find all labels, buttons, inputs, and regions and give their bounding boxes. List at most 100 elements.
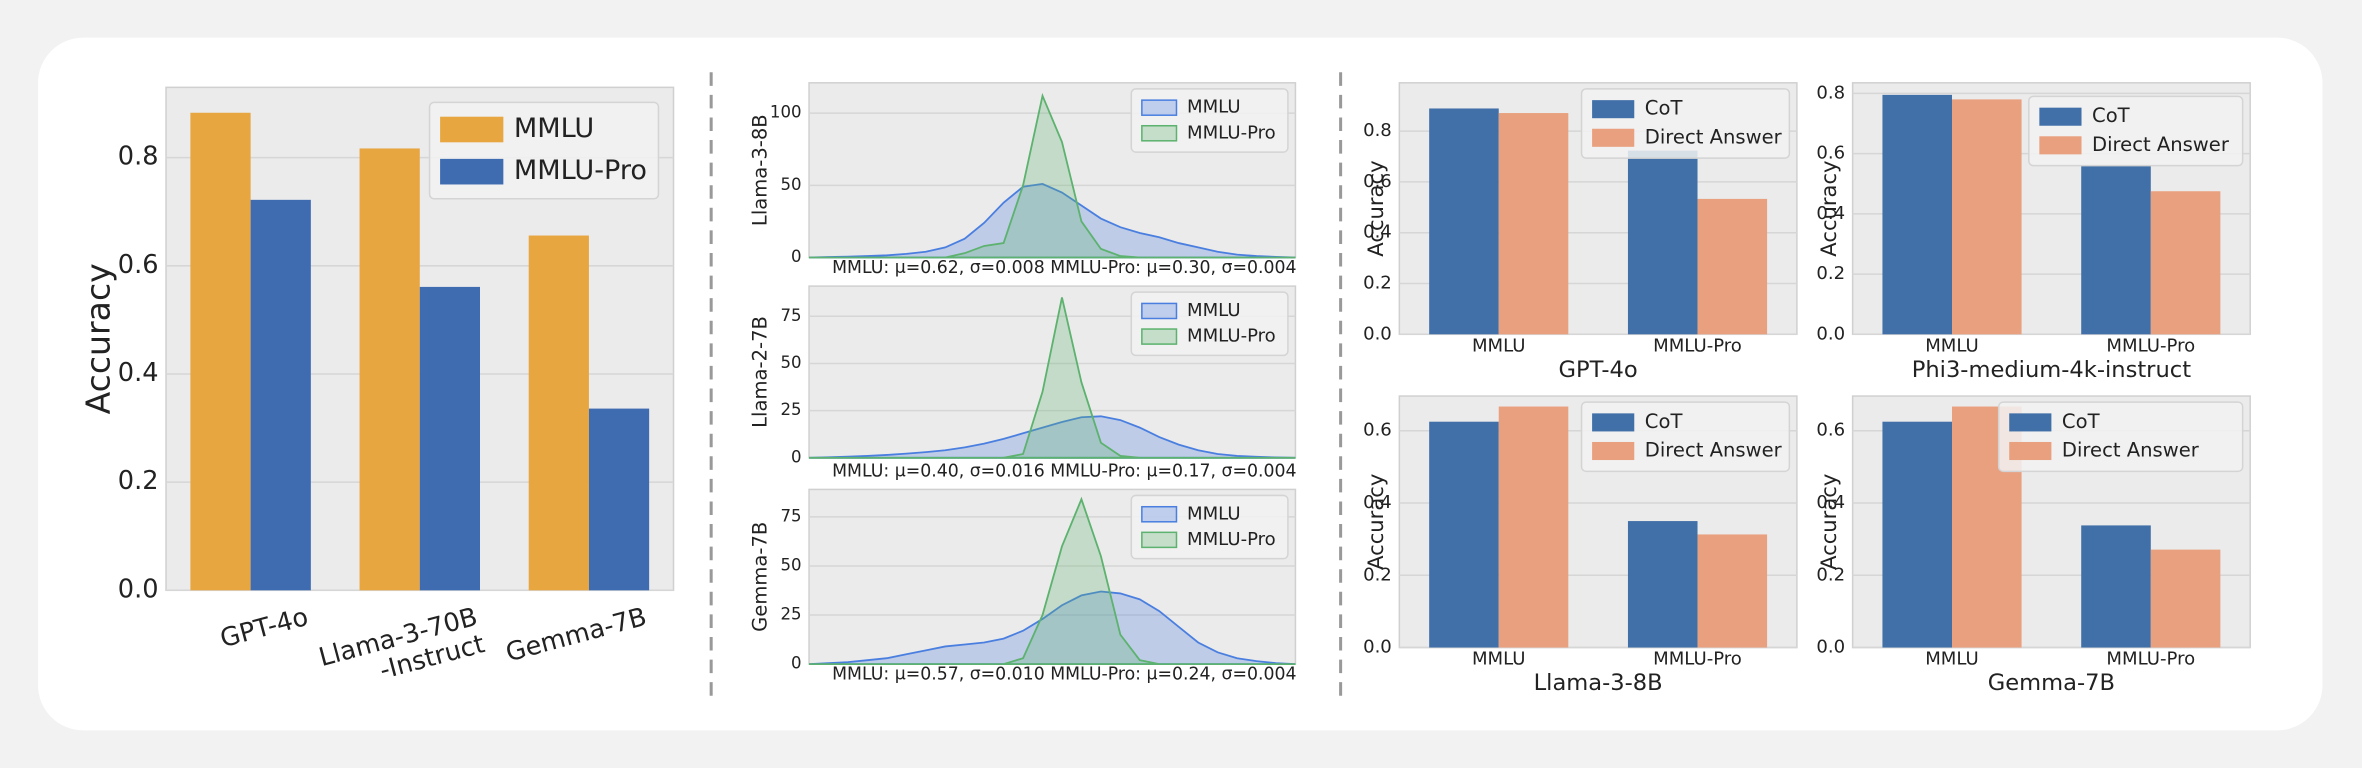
density-area bbox=[809, 415, 1296, 459]
x-tick-label: MMLU bbox=[1472, 335, 1526, 356]
bar bbox=[419, 286, 480, 591]
y-tick-label: 50 bbox=[780, 555, 801, 574]
y-tick-label: 0.4 bbox=[1816, 492, 1845, 513]
legend-label: MMLU bbox=[1187, 97, 1241, 118]
legend-box bbox=[1130, 494, 1289, 560]
bar bbox=[359, 148, 420, 591]
bar bbox=[1627, 150, 1698, 335]
annotation: MMLU: μ=0.57, σ=0.010 MMLU-Pro: μ=0.24, … bbox=[832, 665, 1296, 685]
legend-label: CoT bbox=[1645, 410, 1683, 433]
legend-swatch bbox=[2009, 441, 2052, 461]
legend-label: Direct Answer bbox=[1645, 439, 1783, 462]
legend-swatch bbox=[1141, 99, 1178, 116]
bar bbox=[2150, 549, 2221, 648]
density-area bbox=[809, 182, 1296, 259]
legend-swatch bbox=[2039, 136, 2082, 155]
y-axis-label: Llama-3-8B bbox=[748, 114, 771, 226]
x-tick-label: MMLU bbox=[1472, 649, 1526, 670]
legend-label: MMLU-Pro bbox=[514, 155, 647, 186]
x-axis-label: Phi3-medium-4k-instruct bbox=[1912, 357, 2191, 383]
legend-label: Direct Answer bbox=[2062, 439, 2200, 462]
legend-label: Direct Answer bbox=[1645, 125, 1783, 148]
bar bbox=[1498, 406, 1569, 648]
x-tick-label: MMLU-Pro bbox=[1653, 335, 1742, 356]
bar bbox=[1697, 198, 1768, 335]
legend-swatch bbox=[1141, 505, 1178, 523]
legend-label: MMLU bbox=[514, 113, 594, 144]
bar bbox=[1697, 534, 1768, 648]
legend-swatch bbox=[1141, 302, 1178, 320]
density-area bbox=[809, 297, 1296, 459]
y-tick-label: 25 bbox=[780, 605, 801, 624]
legend-swatch bbox=[2009, 413, 2052, 432]
y-tick-label: 0.4 bbox=[1816, 203, 1845, 224]
y-tick-label: 0 bbox=[791, 654, 802, 673]
bar bbox=[1882, 421, 1953, 648]
y-axis-label: Accuracy bbox=[1363, 160, 1388, 256]
y-axis-label: Accuracy bbox=[78, 263, 117, 414]
y-tick-label: 0.6 bbox=[1816, 420, 1845, 441]
y-tick-label: 50 bbox=[780, 353, 801, 372]
y-tick-label: 0.8 bbox=[1363, 120, 1392, 141]
bar bbox=[1429, 108, 1499, 335]
y-tick-label: 0.8 bbox=[118, 142, 159, 172]
y-tick-label: 0.4 bbox=[1363, 492, 1392, 513]
y-tick-label: 0.0 bbox=[1816, 637, 1845, 658]
x-axis-label: GPT-4o bbox=[1559, 357, 1638, 383]
legend-label: Direct Answer bbox=[2092, 133, 2230, 156]
legend-label: MMLU-Pro bbox=[1187, 122, 1276, 143]
legend-swatch bbox=[440, 158, 504, 185]
legend-label: CoT bbox=[2062, 410, 2100, 433]
y-tick-label: 0.2 bbox=[1816, 263, 1845, 284]
y-tick-label: 0 bbox=[791, 447, 802, 466]
legend-swatch bbox=[1141, 531, 1178, 549]
y-tick-label: 0.0 bbox=[118, 574, 159, 604]
density-area bbox=[809, 92, 1296, 259]
y-axis-label: Accuracy bbox=[1816, 474, 1841, 570]
x-tick-label: MMLU bbox=[1925, 649, 1979, 670]
legend-swatch bbox=[1141, 328, 1178, 345]
y-tick-label: 0.6 bbox=[1363, 171, 1392, 192]
legend-swatch bbox=[1592, 100, 1635, 119]
y-tick-label: 0.2 bbox=[1363, 564, 1392, 585]
density-area bbox=[809, 496, 1296, 665]
legend-box bbox=[1130, 291, 1289, 357]
x-tick-label: MMLU bbox=[1925, 335, 1979, 356]
legend-label: MMLU-Pro bbox=[1187, 529, 1276, 550]
y-tick-label: 75 bbox=[780, 506, 801, 525]
legend-box bbox=[2028, 95, 2244, 167]
legend-box bbox=[1997, 401, 2244, 473]
y-tick-label: 0.6 bbox=[1816, 143, 1845, 164]
x-tick-label: MMLU-Pro bbox=[2106, 335, 2195, 356]
legend-label: CoT bbox=[1645, 97, 1683, 120]
legend-label: MMLU-Pro bbox=[1187, 326, 1276, 347]
y-tick-label: 0.2 bbox=[1816, 564, 1845, 585]
y-tick-label: 0.0 bbox=[1363, 323, 1392, 344]
x-axis-label: Llama-3-8B bbox=[1534, 670, 1663, 696]
legend-label: MMLU bbox=[1187, 503, 1241, 524]
legend-box bbox=[1130, 88, 1289, 153]
bar bbox=[1498, 113, 1569, 335]
annotation: MMLU: μ=0.40, σ=0.016 MMLU-Pro: μ=0.17, … bbox=[832, 461, 1296, 481]
y-tick-label: 0.6 bbox=[118, 250, 159, 280]
bar bbox=[588, 408, 650, 591]
legend-swatch bbox=[1592, 413, 1635, 432]
y-axis-label: Accuracy bbox=[1816, 160, 1841, 256]
bar bbox=[1882, 94, 1953, 335]
y-tick-label: 0.4 bbox=[1363, 222, 1392, 243]
y-axis-label: Llama-2-7B bbox=[748, 316, 771, 428]
y-tick-label: 0.0 bbox=[1363, 637, 1392, 658]
bar bbox=[2081, 525, 2151, 648]
y-tick-label: 0 bbox=[791, 247, 802, 266]
legend-swatch bbox=[1141, 124, 1178, 142]
legend-swatch bbox=[1592, 441, 1635, 461]
y-axis-label: Gemma-7B bbox=[748, 522, 771, 632]
legend-swatch bbox=[1592, 128, 1635, 147]
y-tick-label: 0.8 bbox=[1816, 82, 1845, 103]
y-tick-label: 75 bbox=[780, 306, 801, 325]
bar bbox=[250, 199, 311, 591]
bar bbox=[528, 235, 589, 591]
density-area bbox=[809, 590, 1296, 665]
